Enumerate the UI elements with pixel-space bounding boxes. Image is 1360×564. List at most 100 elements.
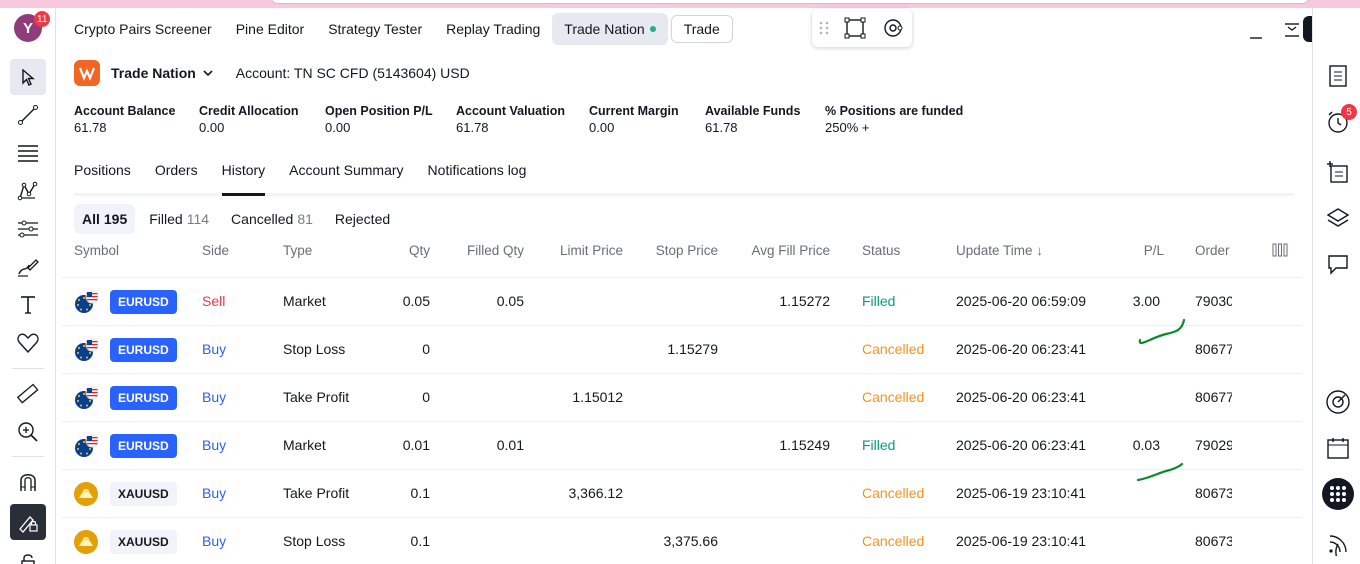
col-type[interactable]: Type [283,243,313,258]
tab-positions[interactable]: Positions [74,162,131,178]
col-avg-fill-price[interactable]: Avg Fill Price [751,243,830,258]
col-limit-price[interactable]: Limit Price [559,243,623,258]
avg-fill-price-cell: 1.15272 [779,293,830,309]
table-row[interactable]: XAUUSD Buy Stop Loss 0.1 3,375.66 Cancelled 20… [62,518,1302,564]
stat-value: 61.78 [705,120,738,135]
pattern-icon[interactable] [10,173,46,209]
qty-cell: 0 [422,341,430,357]
account-tabs: Positions Orders History Account Summary… [74,160,1294,196]
connected-dot [649,26,656,32]
status-cell: Filled [862,437,896,453]
column-settings-icon[interactable] [1272,243,1288,260]
heart-icon[interactable] [10,325,46,361]
minimize-icon[interactable] [1244,20,1268,44]
layers-icon[interactable] [1318,198,1358,238]
cursor-icon[interactable] [10,59,46,95]
type-cell: Market [283,293,326,309]
limit-price-cell: 3,366.12 [568,485,624,501]
text-icon[interactable] [10,287,46,323]
filter-all[interactable]: All 195 [74,204,136,234]
symbol-badge[interactable]: EURUSD [110,386,177,410]
table-row[interactable]: EURUSD Sell Market 0.05 0.05 1.15272 Filled 202… [62,278,1302,326]
col-symbol[interactable]: Symbol [74,243,120,258]
chat-icon[interactable] [1318,244,1358,284]
update-time-cell: 2025-06-19 23:10:41 [956,533,1086,549]
col-order[interactable]: Order [1195,243,1230,258]
filter-rejected[interactable]: Rejected [327,204,398,234]
limit-price-cell: 1.15012 [572,389,623,405]
col-filled-qty[interactable]: Filled Qty [466,243,524,258]
col-stop-price[interactable]: Stop Price [655,243,718,258]
table-row[interactable]: EURUSD Buy Market 0.01 0.01 1.15249 Filled 2025… [62,422,1302,470]
tab-history[interactable]: History [221,160,265,196]
col-update-time[interactable]: Update Time ↓ [956,243,1044,258]
fib-lines-icon[interactable] [10,135,46,171]
broadcast-icon[interactable] [1318,524,1358,564]
order-cell: 79029 [1195,437,1232,453]
symbol-badge[interactable]: EURUSD [110,290,177,314]
trade-button[interactable]: Trade [670,15,733,43]
chevron-down-icon[interactable] [202,67,214,79]
stat-value: 0.00 [589,120,615,135]
magnet-icon[interactable] [10,464,46,500]
trend-line-icon[interactable] [10,97,46,133]
col-status[interactable]: Status [862,243,901,258]
type-cell: Take Profit [283,485,350,501]
tab-account-summary[interactable]: Account Summary [289,162,404,178]
tab-pine-editor[interactable]: Pine Editor [235,21,305,37]
collapse-panel-icon[interactable] [1280,18,1304,42]
forecast-icon[interactable] [10,211,46,247]
pl-cell: 0.03 [1132,437,1160,453]
symbol-badge[interactable]: EURUSD [110,434,177,458]
object-tree-icon[interactable] [874,9,912,47]
account-stats: Account Balance 61.78 Credit Allocation 0.… [74,104,985,135]
filter-cancelled[interactable]: Cancelled 81 [223,204,321,234]
target-icon[interactable] [1318,382,1358,422]
table-row[interactable]: XAUUSD Buy Take Profit 0.1 3,366.12 Cancelled… [62,470,1302,518]
table-row[interactable]: EURUSD Buy Take Profit 0 1.15012 Cancelled 202… [62,374,1302,422]
tab-strategy-tester[interactable]: Strategy Tester [328,21,423,37]
col-qty[interactable]: Qty [408,243,430,258]
filter-count: 195 [103,211,128,227]
table-row-partial[interactable] [62,270,1302,278]
alerts-badge: 5 [1341,104,1357,120]
tab-trade-nation-label: Trade Nation [564,21,645,37]
filter-filled[interactable]: Filled 114 [141,204,217,234]
tab-notifications-log[interactable]: Notifications log [427,162,527,178]
drag-handle-icon[interactable] [812,9,836,47]
add-list-icon[interactable] [1318,152,1358,192]
maximize-icon[interactable] [836,9,874,47]
apps-grid-icon[interactable] [1318,474,1358,514]
alarm-clock-icon[interactable] [1318,102,1358,142]
stat-label: Account Balance [74,104,176,118]
status-cell: Cancelled [862,341,925,357]
tab-orders[interactable]: Orders [154,162,198,178]
zoom-in-icon[interactable] [10,414,46,450]
symbol-badge[interactable]: EURUSD [110,338,177,362]
stat-label: Credit Allocation [199,104,299,118]
table-header: Symbol Side Type Qty Filled Qty Limit Pr… [62,240,1302,278]
status-cell: Cancelled [862,533,925,549]
broker-name[interactable]: Trade Nation [111,65,196,81]
table-row[interactable]: EURUSD Buy Stop Loss 0 1.15279 Cancelled 2025-… [62,326,1302,374]
col-side[interactable]: Side [202,243,230,258]
stat-value: 250% + [825,120,870,135]
calendar-icon[interactable] [1318,428,1358,468]
brush-icon[interactable] [10,249,46,285]
update-time-cell: 2025-06-19 23:10:41 [956,485,1086,501]
stat-positions-funded: % Positions are funded 250% + [825,104,985,135]
tab-trade-nation[interactable]: Trade Nation [552,13,668,45]
ruler-icon[interactable] [10,376,46,412]
watchlist-icon[interactable] [1318,56,1358,96]
filled-qty-cell: 0.05 [496,293,524,309]
symbol-badge[interactable]: XAUUSD [110,482,177,506]
tab-crypto-pairs-screener[interactable]: Crypto Pairs Screener [74,21,212,37]
update-time-cell: 2025-06-20 06:23:41 [956,341,1086,357]
order-cell: 80677 [1195,389,1232,405]
tab-replay-trading[interactable]: Replay Trading [446,21,541,37]
filter-label: Filled [149,211,183,227]
symbol-badge[interactable]: XAUUSD [110,530,177,554]
lock-icon[interactable] [10,544,46,564]
col-pl[interactable]: P/L [1143,243,1164,258]
lock-drawing-icon[interactable] [10,504,46,540]
